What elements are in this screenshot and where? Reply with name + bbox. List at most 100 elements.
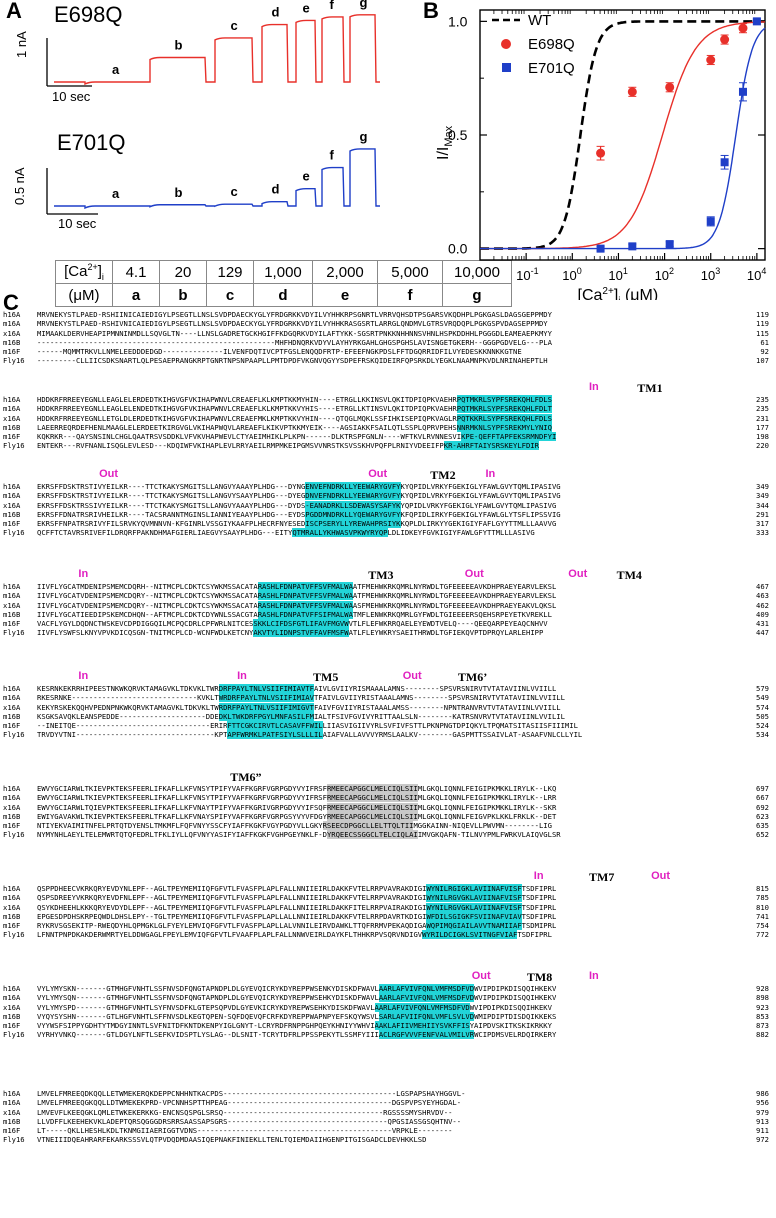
species-name: m16A: [3, 491, 21, 501]
scale-y-label-1: 1 nA: [14, 31, 29, 58]
alignment-row: x16A QSYKDHEEHLKKKQRYEVDYDLEPF--AGLTPEYME…: [3, 902, 773, 912]
residue-position: 115: [756, 328, 769, 338]
topology-label-inout: Out: [368, 468, 388, 480]
topology-label-inout: In: [78, 568, 89, 580]
trace-segment-label: d: [272, 5, 280, 20]
conc-cell: 20: [159, 260, 207, 284]
residue-position: 928: [756, 984, 769, 993]
alignment-row: x16A MIMAAKLDERVHEAPIPMNNINMDLLSQVGLTN---…: [3, 329, 773, 338]
trace-title-e701q: E701Q: [57, 130, 126, 155]
x-tick-label: 10-1: [516, 266, 538, 283]
residue-position: 220: [756, 441, 769, 451]
species-name: m16A: [3, 1098, 21, 1108]
residue-position: 853: [756, 1011, 769, 1021]
sequence-text: QSPPDHEECVKRKQRYEVDYNLEPF--AGLTPEYMEMIIQ…: [37, 884, 557, 893]
sequence-text: VTNEIIIDQEAHRARFEKARKSSSVLQTPVDQDMDAASIQ…: [37, 1135, 427, 1145]
residue-position: 235: [756, 395, 769, 404]
alignment-row: h16A LMVELFMREEQDKQQLLETWMEKERQKDEPPCNHHN…: [3, 1089, 773, 1098]
residue-position: 524: [756, 721, 769, 731]
topology-label-inout: Out: [651, 870, 671, 882]
sequence-text: QCFFTCTAVRSRIVEFILDRQRFPAKNDHMAFGIERLIAE…: [37, 528, 535, 538]
concentration-row: [Ca2+]i 4.1 20 129 1,000 2,000 5,000 10,…: [55, 260, 512, 284]
alignment-block: h16A LMVELFMREEQDKQQLLETWMEKERQKDEPPCNHHN…: [3, 1089, 773, 1145]
residue-position: 119: [756, 310, 769, 319]
alignment-row: m16A HDDKRFRREEYEGNLLEAGLELENDEDTKIHGVGFV…: [3, 404, 773, 414]
species-name: m16A: [3, 893, 21, 903]
topology-label-tm: TM7: [589, 870, 615, 884]
segment-label-cell: a: [112, 283, 160, 307]
alignment-row: m16B LAEERREQRDEFHENLMAAGLELERDEETKIRGVGL…: [3, 422, 773, 432]
segment-label-cell: g: [442, 283, 512, 307]
residue-position: 923: [756, 1002, 769, 1012]
alignment-row: Fly16 TRVDYVTNI--------------------------…: [3, 730, 773, 740]
residue-position: 349: [756, 482, 769, 491]
segment-label-cell: c: [206, 283, 254, 307]
scale-x-label-1: 10 sec: [52, 89, 91, 104]
topology-label-inout: Out: [464, 568, 484, 580]
sequence-text: LMVELFMREEQDKQQLLETWMEKERQKDEPPCNHHNTKAC…: [37, 1089, 466, 1098]
species-name: m16A: [3, 793, 21, 803]
topology-label-inout: Out: [471, 970, 491, 982]
alignment-row: x16A EWVYGCIARWLTQIEVPKTEKSFEERLIFKAFLLKF…: [3, 802, 773, 812]
alignment-row: m16B EPGESDPDHSKRPEQWDLDHSLEPY--TGLTPEYME…: [3, 911, 773, 921]
x-tick-label: 104: [747, 266, 766, 283]
x-tick-label: 102: [655, 266, 674, 283]
species-name: m16B: [3, 509, 21, 519]
species-name: x16A: [3, 600, 21, 610]
topology-label-tm: TM3: [368, 568, 394, 582]
species-name: m16B: [3, 711, 21, 721]
alignment-block: h16A HDDKRFRREEYEGNLLEAGLELERDEDTKIHGVGFV…: [3, 395, 773, 451]
alignment-row: Fly16 QCFFTCTAVRSRIVEFILDRQRFPAKNDHMAFGIE…: [3, 528, 773, 538]
species-name: m16F: [3, 1126, 21, 1136]
species-name: h16A: [3, 395, 21, 404]
sequence-text: EWVYGCIARWLTKIEVPKTEKSFEERLIFKAFLLKFVNSY…: [37, 793, 557, 803]
species-name: m16F: [3, 519, 21, 529]
species-name: m16A: [3, 404, 21, 414]
trace-segment-label: g: [360, 129, 368, 144]
residue-position: 697: [756, 784, 769, 793]
residue-position: 198: [756, 432, 769, 442]
residue-position: 505: [756, 711, 769, 721]
alignment-row: h16A EWVYGCIARWLTKIEVPKTEKSFEERLIFKAFLLKF…: [3, 784, 773, 793]
residue-position: 549: [756, 693, 769, 703]
topology-annotations: TM6”: [0, 770, 776, 784]
sequence-text: LFNNTPNPDKAKDERWMRTYELDDWGAGLFPEYLEMVIQF…: [37, 930, 552, 940]
topology-label-inout: In: [237, 670, 247, 682]
sequence-text: NTIYEKVAIMITNFELPRTQTDYENSLTMKMFLFQFVNYY…: [37, 821, 552, 831]
residue-position: 911: [756, 1126, 769, 1136]
alignment-row: m16A VYLYMYSQN-------GTMHGFVNHTLSSFNVSDFQ…: [3, 993, 773, 1003]
trace-segment-label: e: [303, 0, 310, 15]
alignment-row: x16A EKRSFFDSKTRSSIVYEILKR----TTCTKAKYSMG…: [3, 500, 773, 510]
species-name: x16A: [3, 1107, 21, 1117]
species-name: m16B: [3, 337, 21, 347]
alignment-row: m16B VYQYSYSHN-------GTLHGFVNHTLSFFNVSDLK…: [3, 1011, 773, 1021]
segment-label-cell: e: [312, 283, 378, 307]
sequence-text: EKRSFFDSKTRSSIVYEILKR----TTCTKAKYSMGITSL…: [37, 500, 557, 510]
topology-label-inout: In: [533, 870, 544, 882]
trace-segment-label: b: [175, 38, 183, 53]
residue-position: 692: [756, 802, 769, 812]
species-name: h16A: [3, 684, 21, 693]
residue-position: 291: [756, 509, 769, 519]
sequence-text: VYRHYVNKQ-------GTLDGYLNFTLSEFKVIDSPTLYS…: [37, 1030, 557, 1040]
trace-segment-label: d: [272, 182, 280, 197]
alignment-block: h16A EKRSFFDSKTRSTIVYEILKR----TTCTKAKYSMG…: [3, 482, 773, 538]
residue-position: 463: [756, 591, 769, 601]
residue-position: 235: [756, 404, 769, 414]
data-point-e701q: [752, 17, 761, 26]
residue-position: 92: [760, 347, 769, 357]
data-point-e698q: [738, 23, 748, 33]
scale-y-label-2: 0.5 nA: [12, 167, 27, 205]
topology-label-tm: TM1: [637, 381, 663, 395]
trace-segment-label: g: [360, 0, 368, 10]
residue-position: 344: [756, 500, 769, 510]
alignment-row: Fly16 IIVFLYSWFSLKNYVPVKDICQSGN-TNITMCPLC…: [3, 628, 773, 638]
alignment-row: m16F ------MQMMTRKVLLNMELEEDDDEDGD-------…: [3, 347, 773, 356]
alignment-row: m16A EKRSFFDSKTRSTIVYEILKR----TTCTKAKYSMG…: [3, 491, 773, 501]
residue-position: 467: [756, 582, 769, 591]
sequence-text: HDDKRFRREEYEGNLLETGLDLERDEDTKIHGVGFVKIHA…: [37, 413, 552, 423]
sequence-text: VYLYMYSPD-------GTMHGFVNHTLSYFNVSDFKLGTE…: [37, 1002, 552, 1012]
sequence-text: KSGKSAVQKLEANSPEDDE--------------------D…: [37, 711, 565, 721]
species-name: h16A: [3, 310, 21, 319]
alignment-row: Fly16 ---------CLLIICSDKSNARTLQLPESAEPRAN…: [3, 356, 773, 365]
